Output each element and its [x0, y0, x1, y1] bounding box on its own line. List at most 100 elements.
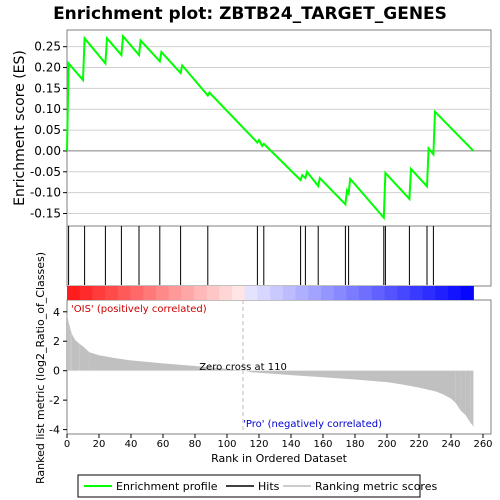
rank-color-segment — [384, 286, 398, 300]
metric-bar — [470, 370, 474, 427]
es-tick-label: 0.25 — [34, 40, 61, 54]
rank-color-segment — [397, 286, 411, 300]
metric-axis-label: Ranked list metric (log2_Ratio_of_Classe… — [34, 252, 47, 484]
rank-color-segment — [143, 286, 157, 300]
rank-color-segment — [308, 286, 322, 300]
rank-color-segment — [130, 286, 144, 300]
rank-color-segment — [79, 286, 93, 300]
rank-color-segment — [270, 286, 284, 300]
metric-bar — [75, 339, 80, 371]
x-tick-label: 240 — [441, 439, 460, 450]
metric-bar — [455, 370, 461, 411]
x-tick-label: 120 — [249, 439, 268, 450]
positive-class-label: 'OIS' (positively correlated) — [71, 304, 207, 315]
metric-tick-label: 0 — [53, 365, 60, 378]
metric-bar — [243, 370, 251, 373]
metric-bar — [195, 365, 227, 371]
metric-bar — [227, 368, 242, 371]
x-tick-label: 60 — [157, 439, 170, 450]
chart-title: Enrichment plot: ZBTB24_TARGET_GENES — [53, 4, 447, 24]
rank-color-segment — [244, 286, 258, 300]
es-axis-label: Enrichment score (ES) — [12, 50, 28, 206]
es-tick-label: 0.15 — [34, 81, 61, 95]
rank-color-segment — [333, 286, 347, 300]
rank-color-segment — [346, 286, 360, 300]
x-tick-label: 80 — [189, 439, 202, 450]
rank-color-segment — [219, 286, 233, 300]
rank-color-segment — [435, 286, 449, 300]
legend-metric-label: Ranking metric scores — [315, 480, 437, 493]
rank-color-segment — [422, 286, 436, 300]
metric-bar — [115, 358, 131, 371]
metric-bar — [387, 370, 403, 385]
metric-bar — [291, 370, 323, 378]
es-tick-label: -0.15 — [30, 206, 61, 220]
metric-bar — [131, 360, 163, 371]
x-tick-label: 100 — [217, 439, 236, 450]
metric-bar — [435, 370, 443, 395]
enrichment-profile-line — [66, 33, 475, 221]
rank-color-segment — [460, 286, 474, 300]
metric-bar — [70, 327, 72, 371]
x-tick-label: 200 — [377, 439, 396, 450]
rank-color-segment — [155, 286, 170, 300]
rank-color-segment — [359, 286, 373, 300]
metric-bar — [71, 333, 75, 371]
rank-color-segment — [117, 286, 131, 300]
rank-color-segment — [181, 286, 195, 300]
metric-tick-label: -4 — [49, 424, 60, 437]
metric-tick-label: -2 — [49, 394, 60, 407]
rank-color-segment — [448, 286, 462, 300]
x-tick-label: 260 — [473, 439, 492, 450]
rank-color-segment — [168, 286, 182, 300]
metric-bar — [163, 363, 195, 371]
metric-bar — [460, 370, 466, 415]
rank-color-segment — [295, 286, 309, 300]
x-tick-label: 160 — [313, 439, 332, 450]
metric-bar — [67, 313, 69, 371]
es-tick-label: 0.05 — [34, 123, 61, 137]
metric-bar — [465, 370, 471, 423]
metric-tick-label: 4 — [53, 306, 60, 319]
metric-bar — [355, 370, 387, 383]
x-tick-label: 220 — [409, 439, 428, 450]
es-tick-label: 0.20 — [34, 61, 61, 75]
hits-panel-frame — [66, 225, 492, 287]
metric-bar — [403, 370, 419, 388]
metric-bar — [99, 355, 115, 371]
metric-bar — [83, 346, 90, 371]
x-tick-label: 140 — [281, 439, 300, 450]
x-tick-label: 40 — [125, 439, 138, 450]
rank-color-segment — [206, 286, 220, 300]
metric-bar — [79, 344, 83, 371]
metric-bar — [419, 370, 435, 392]
legend-hits-label: Hits — [258, 480, 280, 493]
rank-color-segment — [67, 286, 81, 300]
metric-bar — [251, 370, 291, 376]
metric-bar — [89, 352, 99, 371]
legend-enrichment-label: Enrichment profile — [116, 480, 218, 493]
x-tick-label: 0 — [64, 439, 70, 450]
x-tick-label: 20 — [93, 439, 106, 450]
metric-bar — [323, 370, 355, 380]
x-axis-label: Rank in Ordered Dataset — [211, 452, 348, 465]
es-tick-label: 0.10 — [34, 102, 61, 116]
rank-color-segment — [232, 286, 246, 300]
metric-tick-label: 2 — [53, 335, 60, 348]
rank-color-segment — [371, 286, 385, 300]
rank-color-segment — [105, 286, 119, 300]
es-panel-frame — [66, 29, 492, 227]
negative-class-label: 'Pro' (negatively correlated) — [243, 419, 382, 430]
rank-color-segment — [321, 286, 335, 300]
metric-bar — [443, 370, 451, 399]
rank-color-segment — [194, 286, 208, 300]
rank-color-segment — [257, 286, 271, 300]
rank-color-segment — [92, 286, 106, 300]
es-tick-label: -0.05 — [30, 165, 61, 179]
rank-color-segment — [282, 286, 297, 300]
es-tick-label: -0.10 — [30, 186, 61, 200]
zero-cross-label: Zero cross at 110 — [199, 362, 287, 373]
es-tick-label: 0.00 — [34, 144, 61, 158]
metric-bar — [451, 370, 456, 404]
